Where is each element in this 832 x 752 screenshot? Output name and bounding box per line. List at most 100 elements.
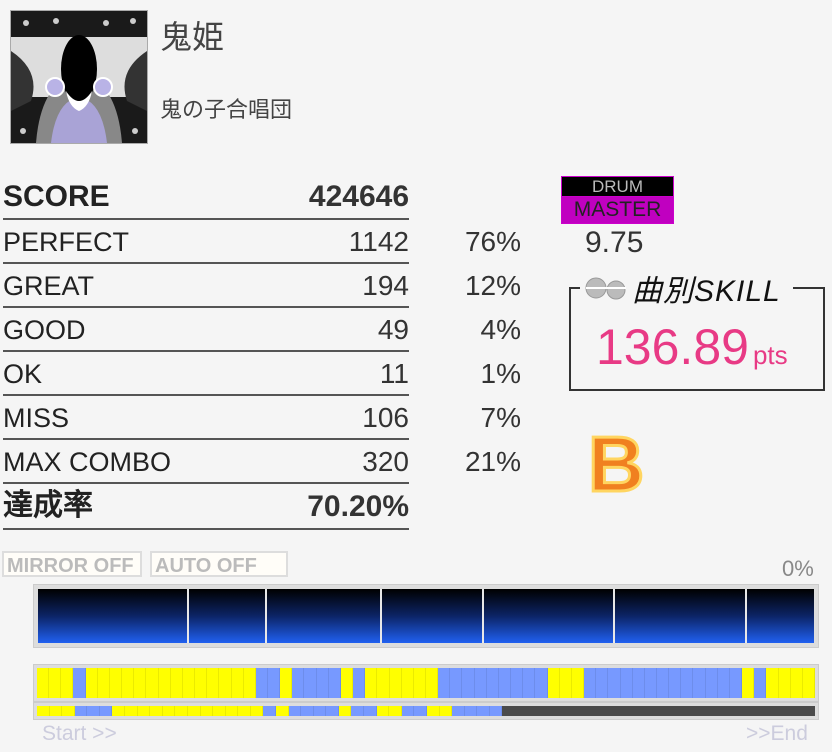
stat-row-miss: MISS 106 7% — [3, 396, 521, 440]
timeline-cell — [722, 706, 734, 716]
stat-value: 424646 — [308, 180, 409, 213]
timeline-cell — [73, 668, 86, 698]
divider — [3, 262, 409, 264]
timeline-cell — [158, 668, 171, 698]
timeline-cell — [537, 706, 549, 716]
timeline-cell — [125, 706, 138, 716]
stat-value: 11 — [379, 358, 409, 389]
stat-percent: 21% — [464, 446, 521, 477]
timeline-cell — [802, 668, 815, 698]
stat-row-達成率: 達成率 70.20% — [3, 486, 521, 530]
timeline-cell — [618, 706, 630, 716]
timeline-cell — [426, 668, 439, 698]
stat-value: 49 — [377, 314, 409, 345]
timeline-cell — [182, 668, 196, 698]
gauge-graph — [33, 584, 819, 648]
divider — [3, 218, 409, 220]
timeline-cell — [559, 668, 572, 698]
stat-label: GOOD — [3, 315, 86, 345]
stat-row-score: SCORE 424646 — [3, 176, 521, 220]
stat-percent: 1% — [480, 358, 521, 389]
stat-value: 194 — [362, 270, 409, 301]
stat-label: PERFECT — [3, 227, 130, 257]
section-divider — [186, 589, 189, 643]
timeline-cell — [263, 706, 276, 716]
auto-option[interactable]: AUTO OFF — [150, 551, 288, 577]
timeline-cell — [134, 668, 147, 698]
timeline-cell — [571, 706, 584, 716]
timeline-cell — [213, 706, 226, 716]
timeline-cell — [780, 706, 792, 716]
stat-label: SCORE — [3, 180, 110, 213]
timeline-cell — [301, 706, 314, 716]
timeline-cell — [413, 668, 426, 698]
timeline-cell — [681, 668, 694, 698]
timeline-cell — [238, 706, 251, 716]
skill-box — [569, 287, 825, 391]
timeline-cell — [401, 706, 415, 716]
difficulty-badge: DRUM MASTER — [561, 176, 674, 224]
timeline-cell — [768, 706, 781, 716]
timeline-cell — [364, 706, 377, 716]
timeline-cell — [803, 706, 815, 716]
timeline-cell — [231, 668, 244, 698]
divider — [3, 528, 409, 530]
stat-percent: 7% — [480, 402, 521, 433]
timeline-cell — [745, 706, 758, 716]
timeline-cell — [195, 668, 208, 698]
timeline-cell — [37, 706, 50, 716]
timeline-cell — [498, 668, 512, 698]
timeline-cell — [328, 668, 341, 698]
timeline-cell — [717, 668, 730, 698]
timeline-cell — [676, 706, 688, 716]
timeline-cell — [288, 706, 302, 716]
stat-label: MAX COMBO — [3, 447, 172, 477]
timeline-cell — [754, 668, 767, 698]
stat-percent: 76% — [464, 226, 521, 257]
stat-row-max-combo: MAX COMBO 320 21% — [3, 440, 521, 484]
timeline-cell — [122, 668, 135, 698]
timeline-cell — [584, 668, 597, 698]
timeline-cell — [548, 706, 561, 716]
stat-value: 70.20% — [307, 490, 409, 523]
timeline-cell — [644, 668, 657, 698]
skill-unit: pts — [752, 340, 788, 370]
stat-value: 1142 — [348, 226, 409, 257]
timeline-cell — [85, 668, 98, 698]
timeline-cell — [477, 706, 490, 716]
timeline-cell — [87, 706, 100, 716]
stat-row-perfect: PERFECT 1142 76% — [3, 220, 521, 264]
timeline-cell — [547, 668, 560, 698]
start-label: Start >> — [42, 722, 117, 745]
timeline-cell — [439, 706, 453, 716]
divider — [3, 350, 409, 352]
timeline-cell — [452, 706, 465, 716]
timeline-cell — [255, 668, 268, 698]
timeline-cell — [560, 706, 572, 716]
skill-title: 曲別SKILL — [632, 275, 781, 308]
timeline-cell — [150, 706, 163, 716]
divider — [3, 306, 409, 308]
timeline-cell — [511, 668, 524, 698]
timeline-cell — [699, 706, 711, 716]
timeline-cell — [97, 668, 110, 698]
timeline-cell — [693, 668, 706, 698]
divider — [3, 482, 409, 484]
timeline-cell — [313, 706, 327, 716]
section-divider — [380, 589, 383, 643]
timeline-cell — [146, 668, 159, 698]
timeline-cell — [669, 668, 682, 698]
timeline-cell — [316, 668, 329, 698]
timeline-cell — [292, 668, 305, 698]
timeline-cell — [365, 668, 378, 698]
section-divider — [613, 589, 616, 643]
timeline-cell — [280, 668, 293, 698]
timeline-cell — [464, 706, 478, 716]
timeline-cell — [583, 706, 596, 716]
timeline-cell — [37, 668, 50, 698]
timeline-cell — [225, 706, 239, 716]
timeline-cell — [170, 668, 183, 698]
mirror-option[interactable]: MIRROR OFF — [2, 551, 142, 577]
timeline-cell — [414, 706, 427, 716]
